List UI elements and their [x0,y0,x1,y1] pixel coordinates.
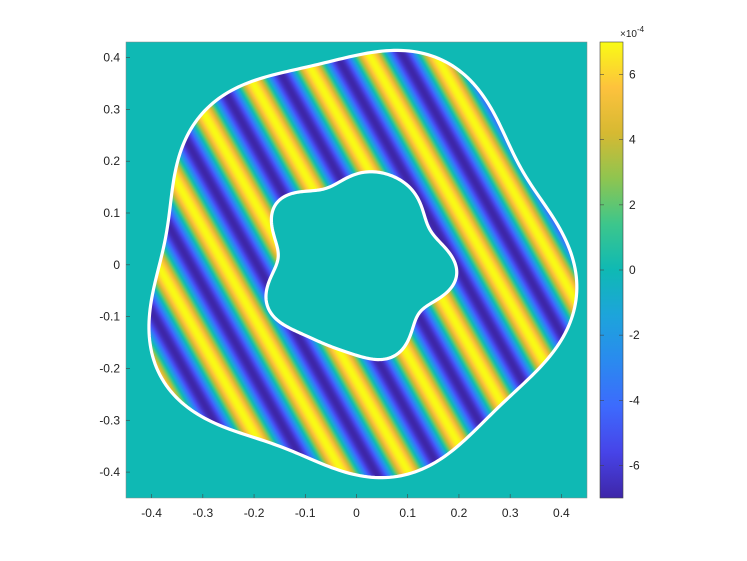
colorbar-tick-label: 2 [629,198,636,212]
x-tick-label: 0.3 [502,506,519,520]
y-tick-label: -0.3 [99,413,120,427]
x-tick-label: 0 [353,506,360,520]
colorbar-tick-label: -4 [629,393,640,407]
y-tick-label: 0.3 [103,102,120,116]
y-tick-label: -0.1 [99,310,120,324]
x-tick-label: -0.3 [192,506,213,520]
colorbar-tick-label: 4 [629,133,636,147]
colorbar-ticks: 6 4 2 0 -2 -4 -6 [600,68,640,472]
colorbar-exponent-base: ×10 [620,29,637,40]
y-tick-label: -0.4 [99,465,120,479]
colorbar-tick-label: -2 [629,328,640,342]
colorbar-tick-label: -6 [629,458,640,472]
colorbar-exponent-power: -4 [637,25,645,34]
x-tick-label: 0.2 [451,506,468,520]
x-tick-label: -0.1 [295,506,316,520]
x-axis: -0.4 -0.3 -0.2 -0.1 0 0.1 0.2 0.3 0.4 [141,494,570,520]
x-tick-label: 0.4 [553,506,570,520]
inner-boundary-curve [264,170,459,362]
y-tick-label: 0.4 [103,51,120,65]
colorbar-exponent: ×10-4 [620,25,645,40]
y-tick-label: -0.2 [99,361,120,375]
wave-field-heatmap [126,42,587,498]
y-tick-label: 0 [113,258,120,272]
y-axis: 0.4 0.3 0.2 0.1 0 -0.1 -0.2 -0.3 -0.4 [99,51,130,479]
colorbar-tick-label: 0 [629,263,636,277]
x-tick-label: 0.1 [399,506,416,520]
plot-area [125,41,588,499]
colorbar-tick-label: 6 [629,68,636,82]
x-tick-label: -0.2 [244,506,265,520]
outer-boundary-curve [147,48,579,480]
y-tick-label: 0.1 [103,206,120,220]
x-tick-label: -0.4 [141,506,162,520]
y-tick-label: 0.2 [103,154,120,168]
